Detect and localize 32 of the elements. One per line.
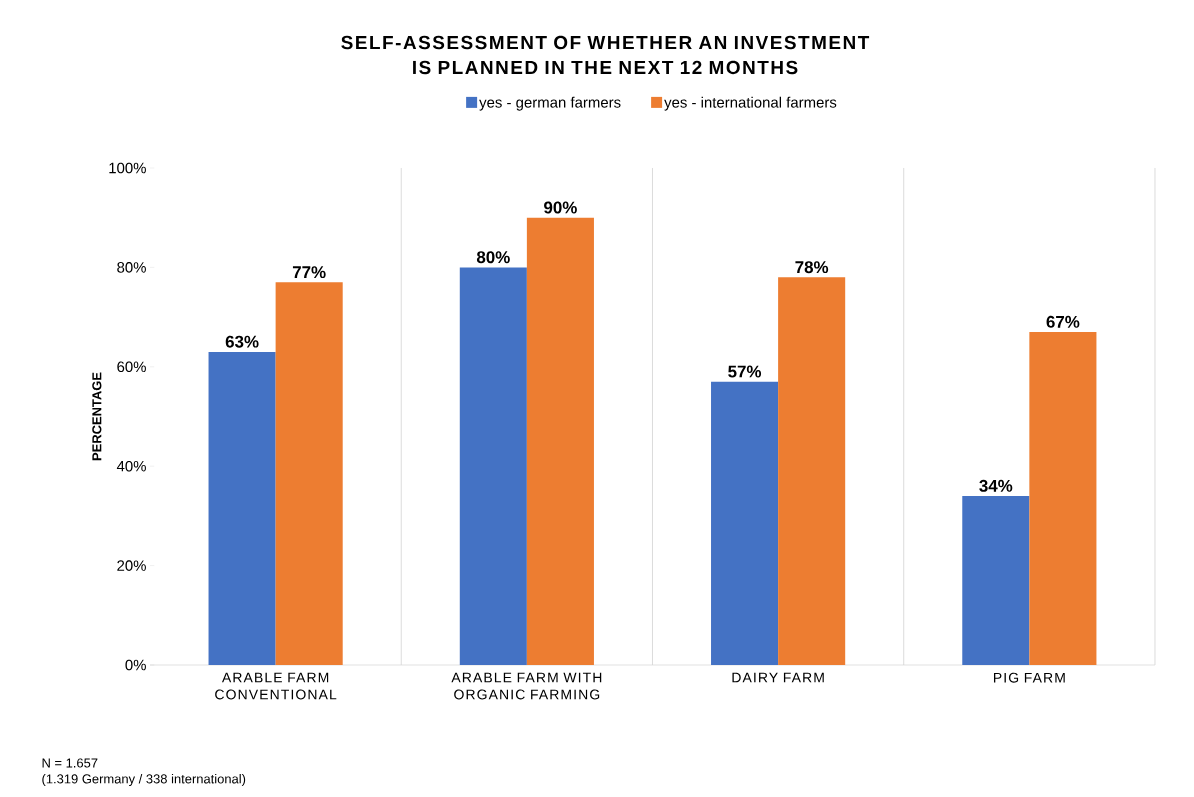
data-label: 57%	[728, 365, 762, 378]
bar	[459, 267, 527, 665]
legend-label: yes - german farmers	[479, 96, 621, 111]
y-tick-label: 80%	[117, 262, 146, 273]
data-label: 67%	[1046, 315, 1080, 328]
y-tick-label: 60%	[117, 361, 146, 373]
y-tick-label: 20%	[117, 560, 146, 571]
y-tick-label: 40%	[116, 460, 146, 472]
bar	[526, 217, 594, 665]
text: (1.319 Germany / 338 international)	[42, 773, 246, 787]
bar	[711, 381, 779, 665]
data-label: 63%	[225, 335, 259, 348]
y-tick-label: 0%	[125, 659, 146, 671]
bar	[778, 277, 846, 665]
x-tick-label: ARABLE FARM WITH ORGANIC FARMING	[451, 672, 602, 700]
bar	[275, 282, 343, 665]
data-label: 90%	[544, 201, 577, 214]
text: N = 1.657	[42, 758, 98, 768]
y-axis-title: PERCENTAGE	[92, 372, 102, 461]
bar	[208, 351, 276, 665]
x-tick-label: DAIRY FARM	[732, 672, 824, 683]
data-label: 77%	[292, 266, 326, 279]
x-tick-label: ARABLE FARM CONVENTIONAL	[215, 672, 337, 700]
data-label: 34%	[979, 479, 1013, 492]
bar	[1029, 332, 1097, 665]
chart-title: SELF-ASSESSMENT OF WHETHER AN INVESTMENT IS PLANNED IN THE NEXT 12 MONTHS	[341, 35, 870, 75]
legend-label: yes - international farmers	[664, 96, 837, 111]
y-tick-label: 100%	[109, 162, 146, 174]
data-label: 78%	[795, 261, 829, 274]
bar	[962, 496, 1030, 665]
x-tick-label: PIG FARM	[993, 672, 1065, 683]
data-label: 80%	[476, 251, 510, 264]
